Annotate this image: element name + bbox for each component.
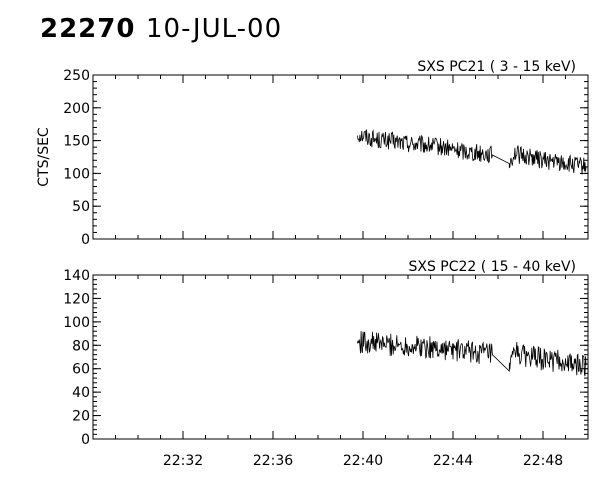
y-tick-label: 100	[63, 315, 90, 331]
x-tick-label: 22:32	[163, 453, 203, 469]
panel-1: 0 50 100 150 200 250 SXS PC21 ( 3 - 15 keV) CTS…	[36, 59, 589, 248]
panel-title: SXS PC22 ( 15 - 40 keV)	[408, 259, 576, 275]
x-tick-label: 22:44	[433, 453, 473, 469]
y-tick-label: 80	[72, 338, 90, 354]
observation-id: 22270	[40, 14, 136, 44]
y-tick-label: 140	[63, 268, 90, 284]
y-tick-label: 250	[63, 68, 90, 84]
y-axis-label: CTS/SEC	[36, 127, 52, 187]
y-tick-label: 50	[72, 199, 90, 215]
panel-title: SXS PC21 ( 3 - 15 keV)	[417, 59, 576, 75]
y-tick-label: 0	[81, 232, 90, 248]
series-line-1	[357, 331, 587, 377]
panel-2: 0 20 40 60 80 100 120 140 22:32 22:36 22:40 22:44 22…	[63, 259, 589, 469]
plot-frame	[92, 274, 589, 440]
observation-date: 10-JUL-00	[146, 14, 283, 44]
x-tick-label: 22:36	[253, 453, 293, 469]
x-tick-label: 22:40	[343, 453, 383, 469]
y-tick-label: 150	[63, 134, 90, 150]
y-tick-label: 20	[72, 409, 90, 425]
y-tick-label: 120	[63, 291, 90, 307]
y-tick-label: 100	[63, 166, 90, 182]
series-line-1	[357, 129, 587, 175]
y-tick-label: 40	[72, 385, 90, 401]
y-tick-label: 60	[72, 362, 90, 378]
y-tick-label: 0	[81, 432, 90, 448]
x-tick-label: 22:48	[523, 453, 563, 469]
y-tick-label: 200	[63, 101, 90, 117]
